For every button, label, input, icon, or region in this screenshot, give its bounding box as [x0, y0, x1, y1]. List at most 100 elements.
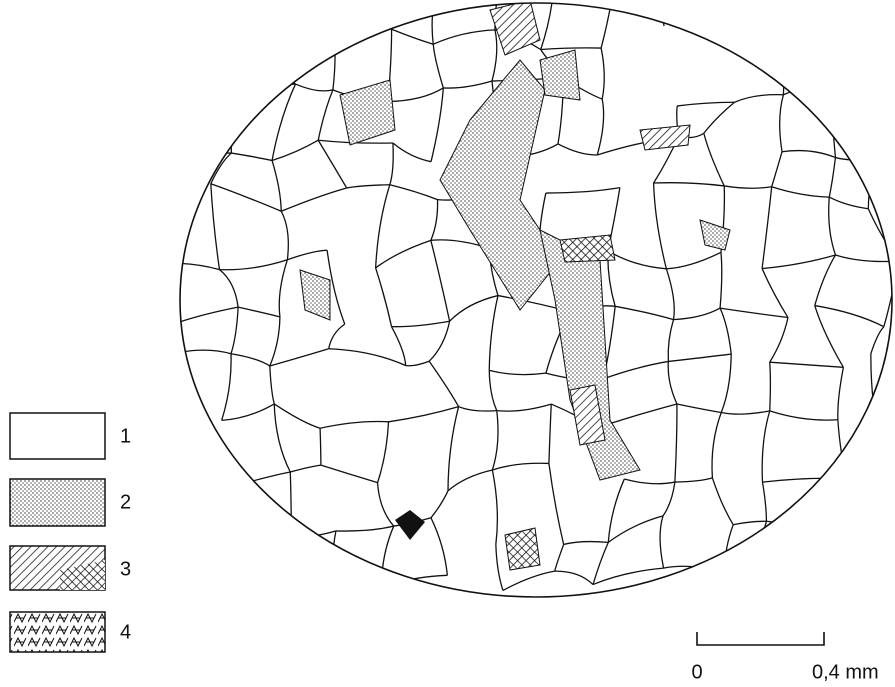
legend: 1 2 3 4 — [10, 413, 131, 652]
grain-boundary — [709, 0, 724, 32]
grain-boundary — [231, 354, 270, 366]
grain-boundary — [541, 48, 601, 50]
scale-start-label: 0 — [691, 661, 702, 683]
grain-boundary — [159, 141, 161, 184]
grain-boundary — [762, 187, 772, 269]
grain-boundary — [654, 183, 725, 186]
grain-boundary — [392, 321, 450, 327]
grain-boundary — [169, 326, 176, 353]
grain-boundary — [281, 211, 288, 259]
grain-boundary — [503, 571, 555, 590]
grain-boundary — [724, 32, 784, 41]
grain-boundary — [219, 270, 238, 308]
grain-boundary — [704, 133, 724, 186]
legend-label: 2 — [120, 491, 131, 513]
grain-boundary — [492, 411, 498, 470]
grain-boundary — [270, 349, 329, 366]
grain-boundary — [222, 354, 231, 421]
grain-boundary — [406, 361, 430, 366]
grain-boundary — [815, 306, 844, 368]
grain-boundary — [431, 240, 450, 321]
grain-boundary — [169, 353, 176, 411]
grain-boundary — [818, 26, 832, 74]
grain-boundary — [677, 102, 734, 106]
grain-boundary — [390, 185, 438, 200]
grain-boundary — [668, 354, 731, 361]
grain-boundary — [724, 571, 761, 579]
grain-boundary — [624, 479, 675, 484]
grain-boundary — [155, 87, 232, 95]
grain-boundary — [735, 95, 784, 103]
grain-boundary — [378, 422, 389, 483]
grain-boundary — [878, 21, 884, 85]
legend-swatch — [10, 612, 105, 652]
grain-boundary — [222, 404, 275, 420]
legend-label: 4 — [120, 621, 131, 643]
grain-boundary — [290, 472, 291, 538]
grain-boundary — [381, 526, 393, 586]
grain-boundary — [770, 318, 788, 363]
grain-boundary — [231, 28, 269, 52]
grain-boundary — [724, 186, 771, 188]
grain-boundary — [329, 324, 345, 349]
grain-boundary — [762, 269, 788, 318]
grain-boundary — [817, 0, 819, 26]
grain-boundary — [274, 404, 290, 472]
grain-boundary — [393, 143, 431, 162]
grain-boundary — [279, 573, 335, 578]
grain-boundary — [231, 307, 238, 354]
micrograph-figure: 1 2 3 4 0 0,4 mm — [0, 0, 895, 687]
grain-boundary — [347, 185, 390, 188]
grain-boundary — [712, 412, 721, 477]
grain-boundary — [712, 478, 733, 525]
grain-boundary — [388, 88, 443, 102]
grain-boundary — [762, 255, 835, 269]
grain-boundary — [433, 30, 495, 44]
grain-boundary — [836, 255, 895, 262]
grain-boundary — [558, 144, 597, 155]
grain-boundary — [720, 252, 722, 308]
grain-boundary — [829, 197, 836, 255]
grain-boundary — [772, 187, 830, 197]
phase-3-region — [505, 528, 540, 570]
grain-boundary — [172, 490, 183, 532]
grain-boundary — [720, 308, 731, 354]
grain-boundary — [172, 532, 181, 589]
grain-boundary — [333, 26, 391, 29]
grain-boundary — [318, 90, 333, 140]
grain-boundary — [279, 260, 287, 317]
grain-boundary — [829, 197, 868, 209]
grain-boundary — [597, 99, 603, 155]
grain-boundary — [167, 0, 171, 37]
grain-boundary — [212, 0, 231, 28]
grain-boundary — [167, 28, 231, 37]
grain-boundary — [221, 472, 290, 490]
grain-boundary — [835, 156, 875, 160]
grain-boundary — [654, 183, 667, 269]
grain-boundary — [290, 465, 321, 472]
grain-boundary — [720, 308, 788, 317]
grain-boundary — [272, 140, 318, 160]
grain-boundary — [166, 263, 168, 326]
grain-boundary — [663, 482, 675, 516]
phase-2-region — [340, 80, 395, 145]
grain-boundary — [555, 571, 593, 584]
grain-boundary — [329, 349, 406, 366]
grain-boundary — [281, 188, 346, 211]
grain-boundary — [608, 251, 666, 269]
grain-boundary — [272, 161, 281, 212]
grain-boundary — [601, 0, 616, 48]
scale-line — [697, 632, 824, 645]
grain-boundary — [181, 570, 227, 589]
grain-boundary — [721, 411, 769, 414]
grain-boundary — [492, 463, 549, 470]
legend-swatch — [10, 413, 105, 459]
scale-end-label: 0,4 mm — [812, 661, 879, 683]
grain-boundary — [815, 525, 828, 591]
grain-boundary — [704, 102, 735, 133]
grain-boundary — [761, 578, 828, 590]
grain-boundary — [601, 48, 604, 99]
grain-boundary — [431, 88, 443, 162]
grain-boundary — [721, 354, 731, 412]
grain-boundary — [603, 361, 668, 378]
